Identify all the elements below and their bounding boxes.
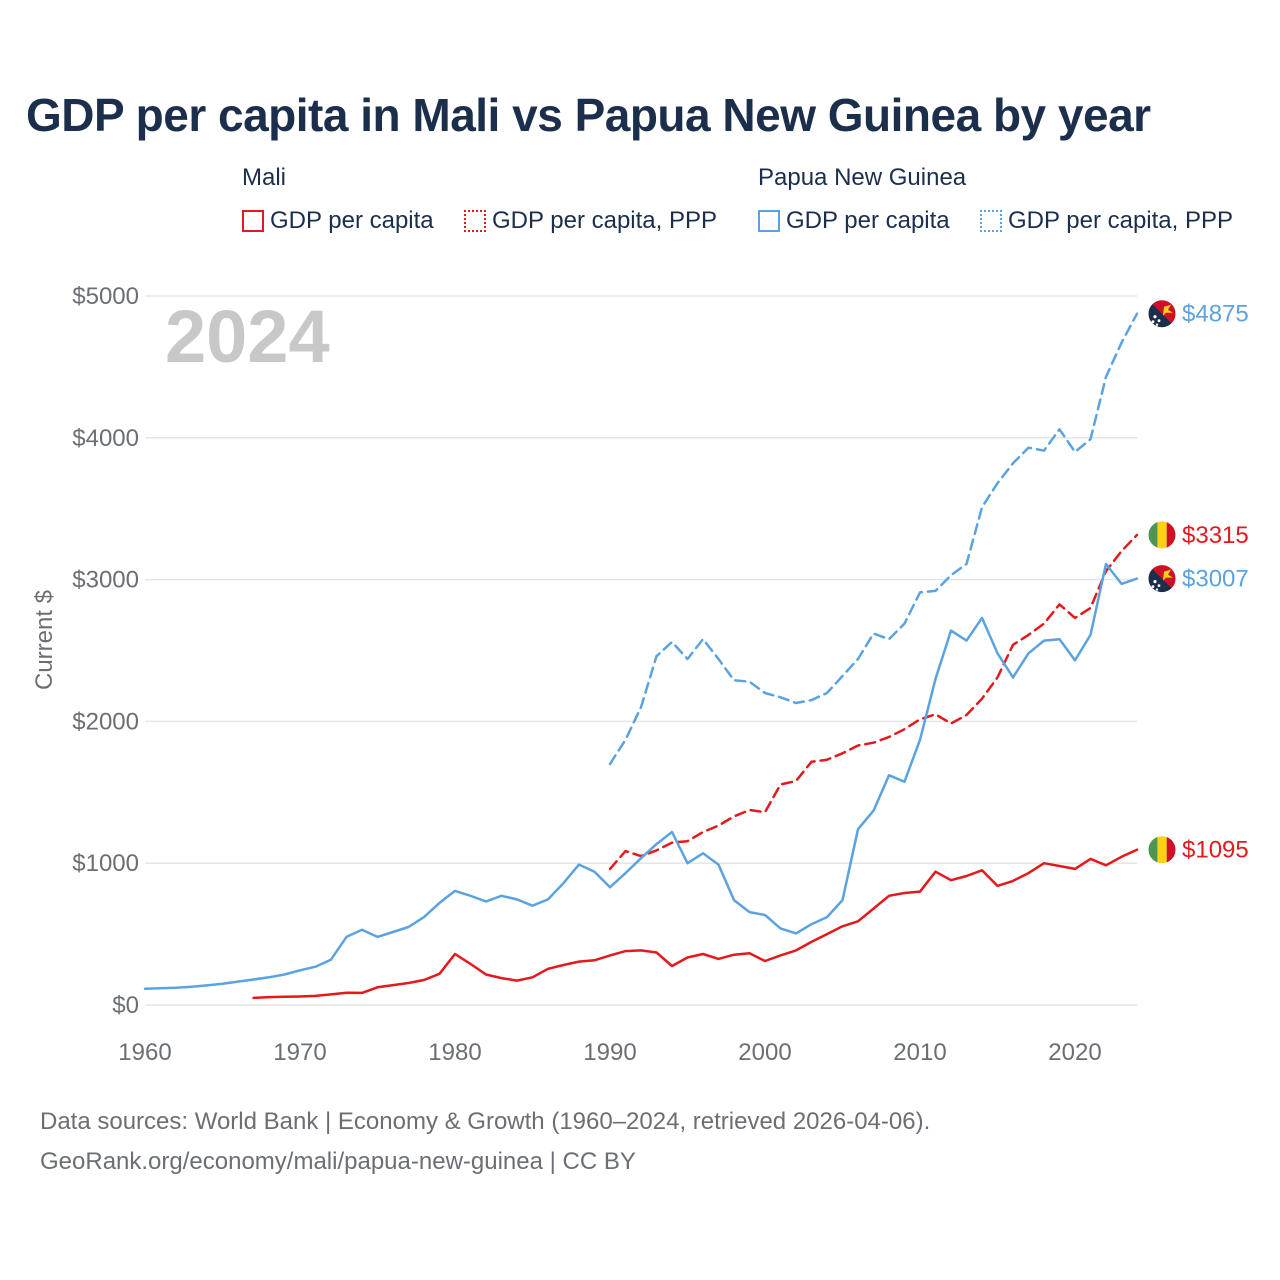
legend-label: GDP per capita, PPP <box>492 207 717 234</box>
legend-swatch-dotted-red <box>464 210 486 232</box>
series-layer <box>143 312 1139 1000</box>
y-tick-label: $3000 <box>72 567 139 594</box>
grid-layer <box>145 295 1137 1006</box>
series-line-0[interactable] <box>252 848 1139 1000</box>
y-tick-label: $4000 <box>72 425 139 452</box>
y-axis-label: Current $ <box>31 590 58 690</box>
series-line-2[interactable] <box>143 562 1139 990</box>
x-tick-label: 1990 <box>583 1039 636 1066</box>
year-watermark: 2024 <box>165 295 330 378</box>
png-flag-icon <box>1147 299 1177 329</box>
legend-group-png: Papua New Guinea <box>758 164 967 191</box>
y-tick-label: $5000 <box>72 283 139 310</box>
legend-group-mali: Mali <box>242 164 287 191</box>
y-tick-label: $2000 <box>72 708 139 735</box>
footer-attribution[interactable]: GeoRank.org/economy/mali/papua-new-guine… <box>40 1148 636 1175</box>
x-tick-label: 1980 <box>428 1039 481 1066</box>
x-tick-label: 2000 <box>738 1039 791 1066</box>
legend-item-png-gdp-ppp[interactable]: GDP per capita, PPP <box>980 207 1233 235</box>
end-value-label: $1095 <box>1182 837 1249 864</box>
x-tick-label: 2010 <box>893 1039 946 1066</box>
legend-item-mali-gdp-ppp[interactable]: GDP per capita, PPP <box>464 207 717 235</box>
legend-swatch-dotted-blue <box>980 210 1002 232</box>
x-tick-label: 1960 <box>118 1039 171 1066</box>
end-label-layer: $1095 $3315 $3007 $4875 <box>1147 299 1249 865</box>
end-value-label: $4875 <box>1182 301 1249 328</box>
mali-flag-icon <box>1147 835 1177 865</box>
axis-layer: $0 $1000 $2000 $3000 $4000 $5000 1960 1970 1980 1… <box>72 283 1101 1066</box>
end-value-label: $3315 <box>1182 522 1249 549</box>
legend-item-png-gdp[interactable]: GDP per capita <box>758 207 950 235</box>
y-tick-label: $0 <box>112 992 139 1019</box>
series-line-3[interactable] <box>608 312 1139 766</box>
legend-label: GDP per capita <box>786 207 950 234</box>
legend-swatch-solid-red <box>242 210 264 232</box>
line-chart: 2024 Current $ $0 $1000 $2000 $3000 $4000 $50… <box>31 283 1249 1066</box>
legend-swatch-solid-blue <box>758 210 780 232</box>
mali-flag-icon <box>1147 520 1177 550</box>
footer-sources: Data sources: World Bank | Economy & Gro… <box>40 1108 931 1135</box>
x-tick-label: 2020 <box>1048 1039 1101 1066</box>
y-tick-label: $1000 <box>72 850 139 877</box>
legend-item-mali-gdp[interactable]: GDP per capita <box>242 207 434 235</box>
png-flag-icon <box>1147 564 1177 594</box>
chart-title: GDP per capita in Mali vs Papua New Guin… <box>26 89 1151 141</box>
legend-label: GDP per capita, PPP <box>1008 207 1233 234</box>
legend-label: GDP per capita <box>270 207 434 234</box>
series-line-1[interactable] <box>608 533 1139 871</box>
end-value-label: $3007 <box>1182 566 1249 593</box>
x-tick-label: 1970 <box>273 1039 326 1066</box>
